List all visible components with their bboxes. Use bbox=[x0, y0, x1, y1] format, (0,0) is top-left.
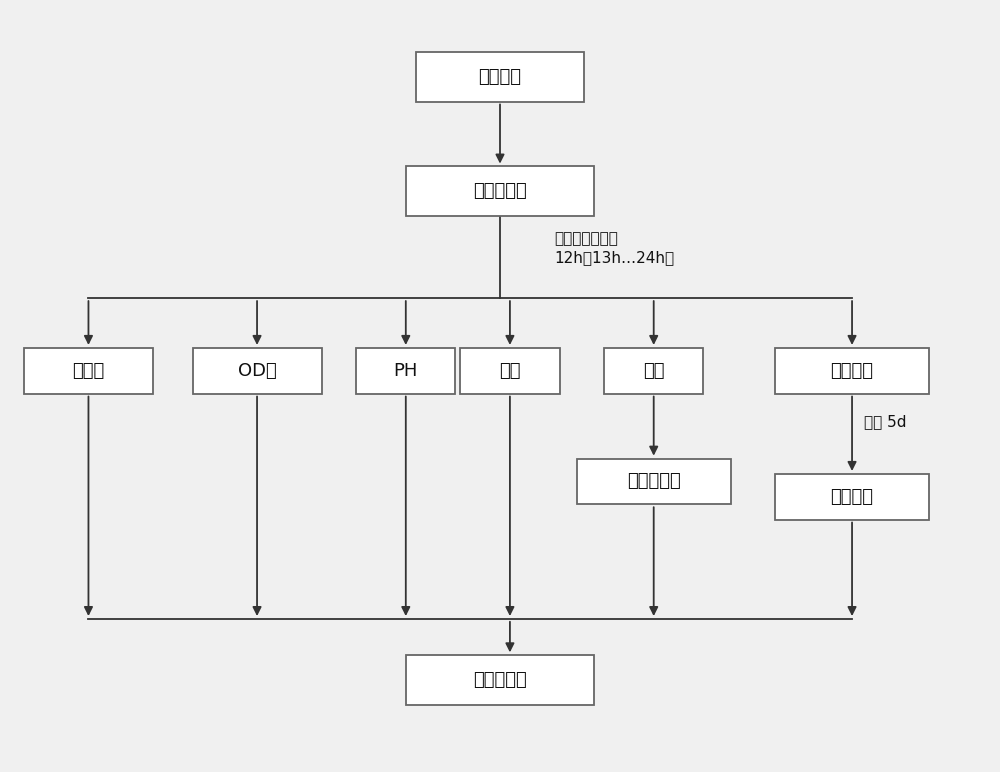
FancyBboxPatch shape bbox=[406, 167, 594, 216]
FancyBboxPatch shape bbox=[775, 474, 929, 520]
FancyBboxPatch shape bbox=[356, 348, 455, 394]
FancyBboxPatch shape bbox=[577, 459, 731, 504]
FancyBboxPatch shape bbox=[406, 655, 594, 705]
Text: 12h、13h…24h｜: 12h、13h…24h｜ bbox=[555, 250, 675, 266]
FancyBboxPatch shape bbox=[416, 52, 584, 102]
FancyBboxPatch shape bbox=[460, 348, 560, 394]
Text: 效价检测: 效价检测 bbox=[831, 488, 874, 506]
Text: PH: PH bbox=[394, 362, 418, 380]
Text: 菌浓: 菌浓 bbox=[499, 362, 521, 380]
FancyBboxPatch shape bbox=[775, 348, 929, 394]
Text: 对数生长期: 对数生长期 bbox=[473, 671, 527, 689]
FancyBboxPatch shape bbox=[24, 348, 153, 394]
Text: 一定条件下培养: 一定条件下培养 bbox=[555, 231, 618, 246]
Text: 种子培养基: 种子培养基 bbox=[473, 182, 527, 200]
Text: 保藏菌种: 保藏菌种 bbox=[479, 68, 522, 86]
Text: 培养 5d: 培养 5d bbox=[864, 415, 906, 429]
FancyBboxPatch shape bbox=[604, 348, 703, 394]
FancyBboxPatch shape bbox=[193, 348, 322, 394]
Text: OD值: OD值 bbox=[238, 362, 276, 380]
Text: 透射比: 透射比 bbox=[72, 362, 105, 380]
Text: 过滤: 过滤 bbox=[643, 362, 664, 380]
Text: 滤渣烘干称: 滤渣烘干称 bbox=[627, 472, 681, 490]
Text: 发酵培养: 发酵培养 bbox=[831, 362, 874, 380]
